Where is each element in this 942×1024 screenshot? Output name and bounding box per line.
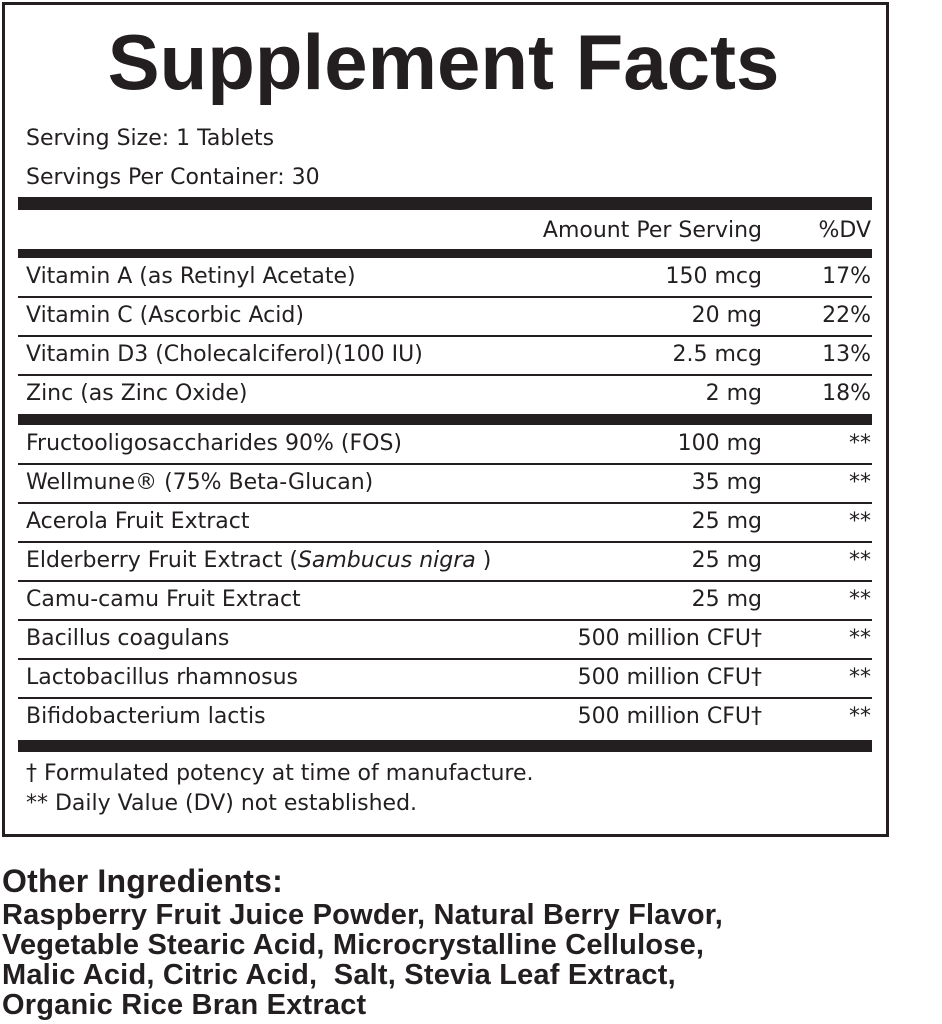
column-header: Amount Per Serving [542, 218, 762, 243]
row-rule [18, 502, 872, 504]
footnote: † Formulated potency at time of manufact… [26, 761, 534, 786]
nutrient-name: Camu-camu Fruit Extract [26, 587, 301, 612]
nutrient-name: Vitamin D3 (Cholecalciferol)(100 IU) [26, 342, 423, 367]
nutrient-name: Vitamin A (as Retinyl Acetate) [26, 264, 356, 289]
row-rule [18, 335, 872, 337]
ingredient-line: Organic Rice Bran Extract [2, 989, 367, 1021]
ingredient-line: Raspberry Fruit Juice Powder, Natural Be… [2, 899, 723, 931]
ingredient-line: Vegetable Stearic Acid, Microcrystalline… [2, 929, 705, 961]
ingredient-line: Malic Acid, Citric Acid, Salt, Stevia Le… [2, 959, 676, 991]
daily-value: ** [849, 587, 871, 612]
row-rule [18, 697, 872, 699]
nutrient-name: Vitamin C (Ascorbic Acid) [26, 303, 304, 328]
nutrient-name: Bacillus coagulans [26, 626, 230, 651]
amount: 25 mg [691, 548, 762, 573]
amount: 500 million CFU† [577, 665, 762, 690]
name-part: Elderberry Fruit Extract ( [26, 548, 298, 573]
column-header: %DV [818, 218, 871, 243]
daily-value: ** [849, 509, 871, 534]
amount: 150 mcg [665, 264, 762, 289]
amount: 35 mg [691, 470, 762, 495]
daily-value: ** [849, 470, 871, 495]
nutrient-name: Fructooligosaccharides 90% (FOS) [26, 431, 402, 456]
row-rule [18, 296, 872, 298]
other-ingredients-title: Other Ingredients: [2, 863, 283, 899]
nutrient-name: Zinc (as Zinc Oxide) [26, 381, 248, 406]
amount: 100 mg [677, 431, 762, 456]
serving-size: Serving Size: 1 Tablets [26, 126, 275, 151]
thick-rule [18, 740, 872, 752]
row-rule [18, 374, 872, 376]
name-part: ) [475, 548, 492, 573]
row-rule [18, 541, 872, 543]
thick-rule [18, 249, 872, 258]
amount: 25 mg [691, 587, 762, 612]
nutrient-name: Lactobacillus rhamnosus [26, 665, 298, 690]
thick-rule [18, 414, 872, 425]
daily-value: 13% [822, 342, 871, 367]
thick-rule [18, 197, 872, 210]
daily-value: ** [849, 665, 871, 690]
row-rule [18, 619, 872, 621]
title: Supplement Facts [107, 18, 780, 106]
daily-value: ** [849, 431, 871, 456]
name-part: Sambucus nigra [297, 548, 476, 573]
amount: 500 million CFU† [577, 704, 762, 729]
amount: 500 million CFU† [577, 626, 762, 651]
amount: 20 mg [691, 303, 762, 328]
nutrient-name: Wellmune® (75% Beta-Glucan) [26, 470, 374, 495]
facts-panel [2, 2, 889, 837]
daily-value: ** [849, 548, 871, 573]
nutrient-name: Elderberry Fruit Extract (Sambucus nigra… [26, 546, 491, 576]
amount: 25 mg [691, 509, 762, 534]
row-rule [18, 658, 872, 660]
daily-value: 17% [822, 264, 871, 289]
amount: 2 mg [705, 381, 762, 406]
row-rule [18, 580, 872, 582]
servings-per-container: Servings Per Container: 30 [26, 165, 320, 190]
row-rule [18, 463, 872, 465]
nutrient-name: Acerola Fruit Extract [26, 509, 250, 534]
nutrient-name: Bifidobacterium lactis [26, 704, 266, 729]
daily-value: 18% [822, 381, 871, 406]
daily-value: ** [849, 626, 871, 651]
footnote: ** Daily Value (DV) not established. [26, 791, 418, 816]
daily-value: ** [849, 704, 871, 729]
amount: 2.5 mcg [672, 342, 762, 367]
daily-value: 22% [822, 303, 871, 328]
